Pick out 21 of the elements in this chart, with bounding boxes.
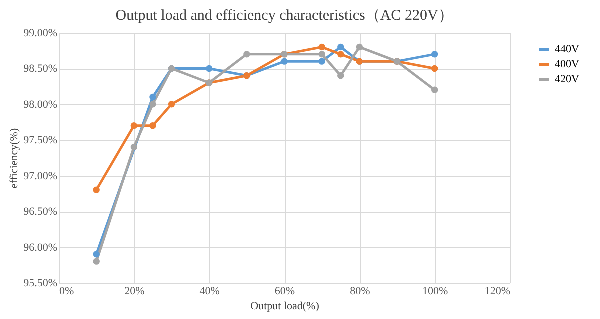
- y-tick-label: 97.00%: [24, 170, 58, 182]
- x-tick-label: 20%: [124, 286, 145, 298]
- x-axis-title: Output load(%): [250, 300, 320, 312]
- y-tick-label: 96.50%: [24, 206, 58, 218]
- x-tick-label: 80%: [350, 286, 370, 298]
- y-axis-title: efficiency(%): [8, 128, 21, 189]
- x-tick-label: 60%: [274, 286, 296, 298]
- y-tick-label: 96.00%: [24, 242, 58, 254]
- legend-label: 420V: [555, 74, 580, 86]
- legend-label: 400V: [555, 58, 580, 70]
- y-tick-label: 99.00%: [24, 28, 58, 40]
- y-tick-label: 95.50%: [24, 278, 58, 290]
- x-tick-label: 40%: [200, 286, 220, 298]
- y-tick-label: 97.50%: [24, 134, 58, 147]
- legend-label: 440V: [555, 44, 580, 56]
- x-tick-label: 0%: [60, 286, 74, 298]
- y-tick-label: 98.50%: [24, 63, 58, 76]
- chart-title: Output load and efficiency characteristics（AC 220V）: [116, 8, 454, 24]
- x-tick-label: 120%: [484, 286, 510, 298]
- x-tick-label: 100%: [422, 286, 448, 298]
- y-tick-label: 98.00%: [24, 98, 58, 111]
